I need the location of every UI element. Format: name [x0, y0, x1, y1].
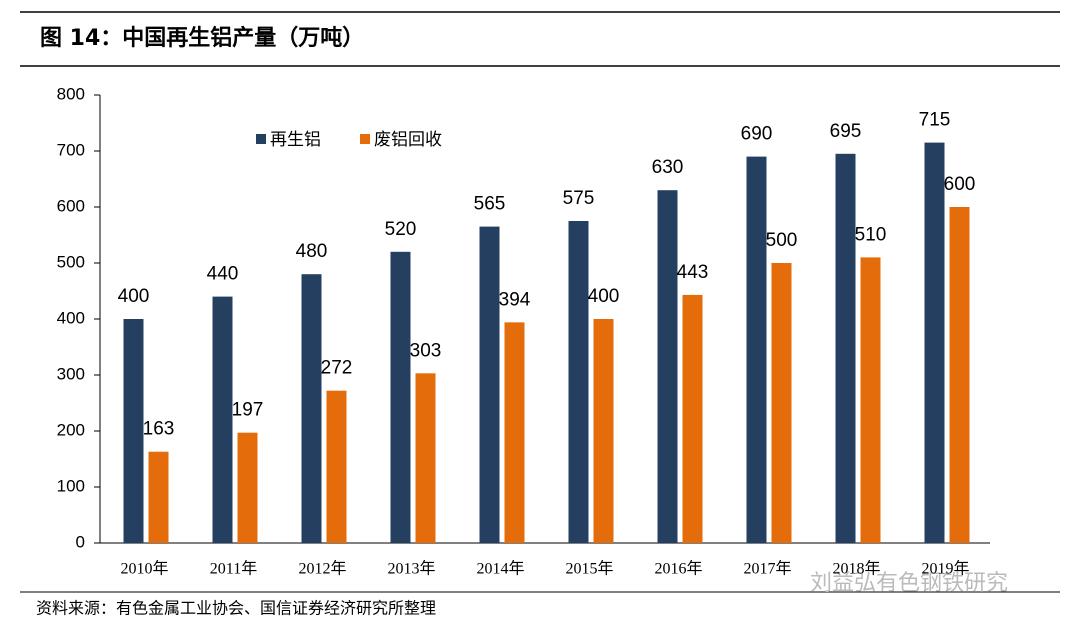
value-label: 500	[766, 230, 798, 251]
bar	[123, 319, 144, 543]
bar	[479, 226, 500, 543]
x-tick-label: 2012年	[298, 560, 346, 578]
value-label: 443	[677, 262, 709, 283]
x-tick-label: 2016年	[654, 560, 702, 578]
x-tick-label: 2019年	[921, 560, 969, 578]
x-tick-label: 2017年	[743, 560, 791, 578]
bar	[504, 322, 525, 543]
legend-swatch	[256, 134, 266, 144]
value-label: 197	[232, 400, 264, 421]
value-label: 163	[143, 419, 175, 440]
value-label: 400	[588, 286, 620, 307]
bar	[835, 153, 856, 544]
watermark: 刘益弘有色钢铁研究	[810, 571, 1008, 596]
y-tick-label: 100	[57, 476, 85, 495]
bar	[212, 296, 233, 543]
y-tick-label: 300	[57, 364, 85, 383]
bar	[326, 390, 347, 543]
bar	[568, 221, 589, 543]
bar	[657, 190, 678, 543]
value-label: 480	[296, 241, 328, 262]
x-tick-label: 2011年	[210, 560, 257, 578]
bar	[148, 451, 169, 543]
bar	[593, 319, 614, 543]
value-label: 394	[499, 289, 531, 310]
value-label: 272	[321, 358, 353, 379]
value-label: 565	[474, 194, 506, 215]
y-tick-label: 0	[76, 532, 85, 551]
value-label: 630	[652, 157, 684, 178]
value-label: 690	[741, 124, 773, 145]
bar	[949, 207, 970, 543]
y-tick-label: 700	[57, 140, 85, 159]
bar	[390, 251, 411, 544]
legend-label: 再生铝	[270, 130, 321, 150]
x-tick-label: 2010年	[120, 560, 168, 578]
value-label: 510	[855, 224, 887, 245]
chart-title: 图 14：中国再生铝产量（万吨）	[40, 25, 364, 51]
x-tick-label: 2013年	[387, 560, 435, 578]
value-label: 303	[410, 340, 442, 361]
value-label: 715	[919, 110, 951, 131]
value-label: 520	[385, 219, 417, 240]
legend-label: 废铝回收	[374, 130, 442, 150]
value-label: 400	[118, 286, 150, 307]
y-tick-label: 800	[57, 84, 85, 103]
bar	[415, 373, 436, 543]
y-tick-label: 600	[57, 196, 85, 215]
y-tick-label: 400	[57, 308, 85, 327]
y-tick-label: 500	[57, 252, 85, 271]
value-label: 440	[207, 264, 239, 285]
value-label: 695	[830, 121, 862, 142]
y-tick-label: 200	[57, 420, 85, 439]
bar	[771, 263, 792, 543]
bar	[924, 142, 945, 543]
value-label: 600	[944, 174, 976, 195]
bar	[746, 156, 767, 543]
bar	[301, 274, 322, 543]
x-tick-label: 2018年	[832, 560, 880, 578]
bar	[682, 294, 703, 543]
bar	[237, 432, 258, 543]
legend-swatch	[360, 134, 370, 144]
source: 资料来源：有色金属工业协会、国信证券经济研究所整理	[36, 599, 436, 618]
bar	[860, 257, 881, 543]
value-label: 575	[563, 188, 595, 209]
x-tick-label: 2014年	[476, 560, 524, 578]
x-tick-label: 2015年	[565, 560, 613, 578]
